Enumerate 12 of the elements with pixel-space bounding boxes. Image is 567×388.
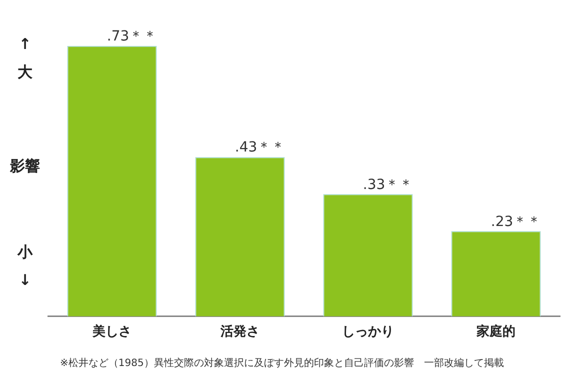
data-label: .33＊＊: [362, 176, 414, 193]
x-tick-label: 活発さ: [220, 324, 260, 340]
data-label: .43＊＊: [234, 140, 286, 156]
x-tick-label: 美しさ: [92, 324, 132, 340]
x-tick-label: しっかり: [342, 324, 394, 340]
data-label: .23＊＊: [490, 214, 542, 230]
text: ↑ 大: [16, 34, 34, 83]
x-tick-label: 家庭的: [476, 324, 516, 340]
text: ※松井など（1985）異性交際の対象選択に及ぼす外見的印象と自己評価の影響 一部改編して掲載: [60, 356, 504, 370]
y-axis-title: 影響: [10, 156, 40, 177]
text: 小 ↓: [16, 242, 34, 291]
data-label: .73＊＊: [106, 28, 158, 45]
